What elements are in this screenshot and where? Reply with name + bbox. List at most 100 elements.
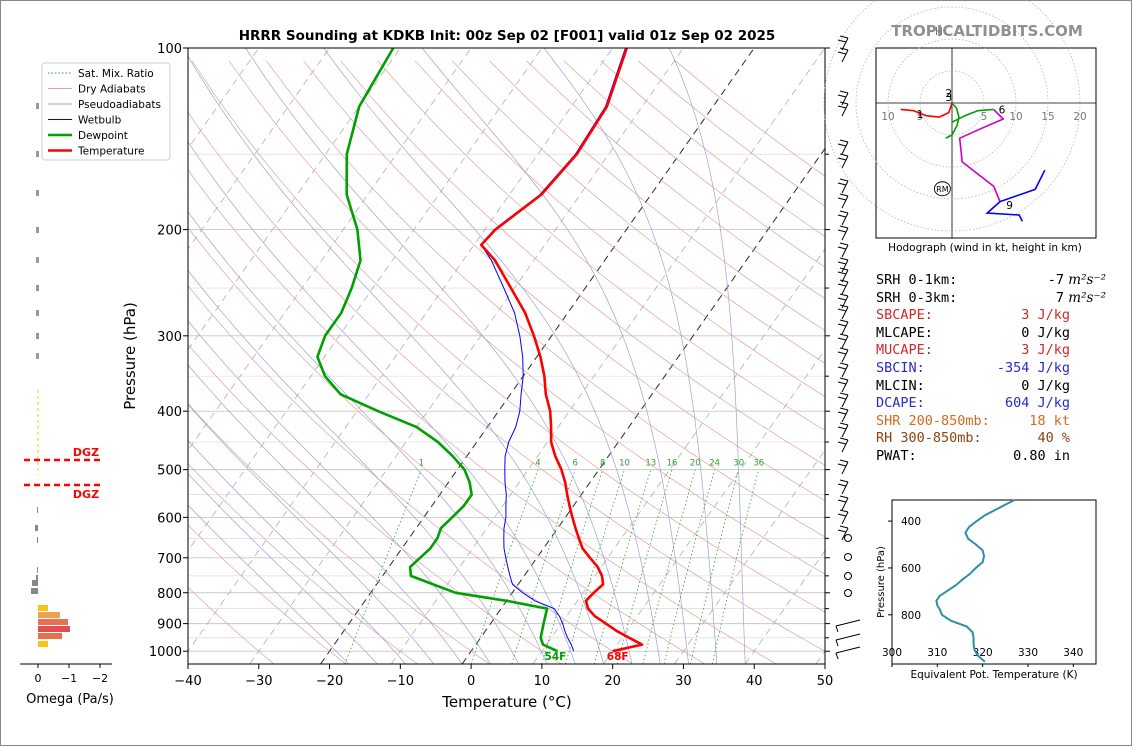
dry-adiabat — [191, 60, 825, 613]
y-tick-label: 300 — [157, 330, 182, 345]
hodo-ring-label-left: 5 — [917, 111, 924, 123]
dgz-label-top: DGZ — [73, 446, 99, 459]
hodo-height-label: 2 — [945, 88, 952, 100]
omega-bar-pos — [38, 612, 60, 618]
mixing-ratio-label: 30 — [733, 459, 744, 469]
x-tick-label: −40 — [174, 674, 201, 689]
param-label: SBCAPE: — [876, 307, 933, 324]
wind-barb — [837, 509, 849, 525]
wind-barb — [837, 193, 849, 209]
y-tick-label: 700 — [157, 552, 182, 567]
calm-wind-circle — [844, 534, 852, 542]
theta-x-tick-label: 340 — [1063, 647, 1083, 659]
omega-tick-2: −2 — [92, 672, 108, 685]
dry-adiabat — [340, 60, 825, 466]
dry-adiabat — [228, 60, 825, 575]
wind-barb — [837, 392, 849, 408]
profile-temperature — [479, 48, 644, 653]
omega-bar-pos — [38, 619, 68, 625]
calm-wind-circle — [844, 553, 852, 561]
surface-dewpoint-label: 54F — [545, 651, 567, 663]
wind-barb — [837, 304, 849, 320]
mixing-ratio-label: 8 — [600, 459, 605, 469]
wind-barb — [837, 407, 849, 423]
param-row: SBCAPE: 3 J/kg — [876, 307, 1106, 325]
pseudoadiabat — [188, 320, 491, 664]
wind-barb — [837, 210, 849, 226]
omega-bar — [36, 190, 39, 196]
pseudoadiabat — [421, 48, 689, 664]
omega-bar — [36, 310, 39, 316]
param-value: -354 J/kg — [996, 359, 1070, 376]
hodo-height-label: 6 — [999, 104, 1006, 116]
hodo-ring-label: 5 — [981, 111, 988, 123]
pseudoadiabat — [188, 211, 548, 664]
param-value: 3 J/kg — [1021, 307, 1070, 324]
param-label: SRH 0-1km: — [876, 272, 958, 288]
y-tick-label: 1000 — [149, 645, 182, 660]
omega-bar — [36, 353, 39, 359]
wind-barb — [837, 333, 849, 349]
surface-temp-label: 68F — [607, 651, 629, 663]
mixing-ratio-line — [344, 469, 422, 664]
wind-barb — [837, 153, 849, 169]
mixing-ratio-label: 13 — [645, 459, 656, 469]
param-label: MLCIN: — [876, 377, 925, 394]
mixing-ratio-label: 20 — [690, 459, 701, 469]
param-value: 0 J/kg — [1021, 324, 1070, 341]
pseudoadiabat — [188, 364, 463, 664]
param-row: SRH 0-3km: 7 m²s⁻² — [876, 290, 1106, 308]
omega-bar-neg — [36, 575, 38, 581]
pseudoadiabat — [543, 48, 718, 664]
param-label: MLCAPE: — [876, 324, 933, 341]
isotherm — [188, 48, 613, 652]
mixing-ratio-label: 1 — [419, 459, 424, 469]
param-label: SHR 200-850mb: — [876, 412, 990, 429]
legend-label: Pseudoadiabats — [78, 99, 161, 111]
hodo-height-label: 1 — [917, 109, 924, 121]
param-value: 18 kt — [1029, 412, 1070, 429]
wind-barb — [837, 422, 849, 438]
dry-adiabat — [266, 60, 825, 538]
pseudoadiabat — [188, 403, 435, 664]
isotherm — [674, 449, 825, 664]
legend-label: Temperature — [77, 146, 145, 158]
y-tick-label: 200 — [157, 224, 182, 239]
theta-x-label: Equivalent Pot. Temperature (K) — [910, 669, 1077, 681]
wind-barb — [837, 47, 849, 63]
omega-tick-0: 0 — [35, 672, 42, 685]
y-tick-label: 600 — [157, 511, 182, 526]
pseudoadiabat — [668, 48, 746, 664]
legend-label: Dry Adiabats — [78, 84, 146, 96]
isotherm-minus20 — [320, 48, 755, 664]
dry-adiabat — [188, 524, 346, 664]
param-row: SBCIN: -354 J/kg — [876, 360, 1106, 378]
wind-barb — [837, 319, 849, 335]
x-tick-label: 50 — [817, 674, 834, 689]
mixing-ratio-line — [642, 469, 696, 664]
hodo-segment-tail — [985, 201, 1024, 222]
omega-bar-neg — [35, 525, 38, 531]
hodo-segment — [958, 108, 1004, 202]
hodo-ring-label: 10 — [1009, 111, 1022, 123]
param-value: 0 J/kg — [1021, 377, 1070, 394]
hodo-segment — [951, 108, 994, 123]
wind-barb — [835, 646, 861, 660]
omega-bar — [36, 103, 39, 109]
isotherm — [744, 549, 825, 664]
param-label: SRH 0-3km: — [876, 289, 958, 306]
wind-barb — [837, 257, 849, 273]
isotherm — [188, 48, 472, 451]
hodo-segment — [945, 102, 960, 139]
param-value: 7 m²s⁻² — [1055, 289, 1106, 306]
theta-y-label: Pressure (hPa) — [876, 546, 887, 618]
profile-dewpoint — [316, 48, 559, 653]
mixing-ratio-line — [511, 469, 576, 664]
omega-bar — [36, 227, 39, 233]
wind-barb — [837, 495, 849, 511]
hodograph-caption: Hodograph (wind in kt, height in km) — [888, 242, 1082, 254]
wind-barb — [837, 101, 849, 117]
pseudoadiabat — [188, 269, 520, 664]
